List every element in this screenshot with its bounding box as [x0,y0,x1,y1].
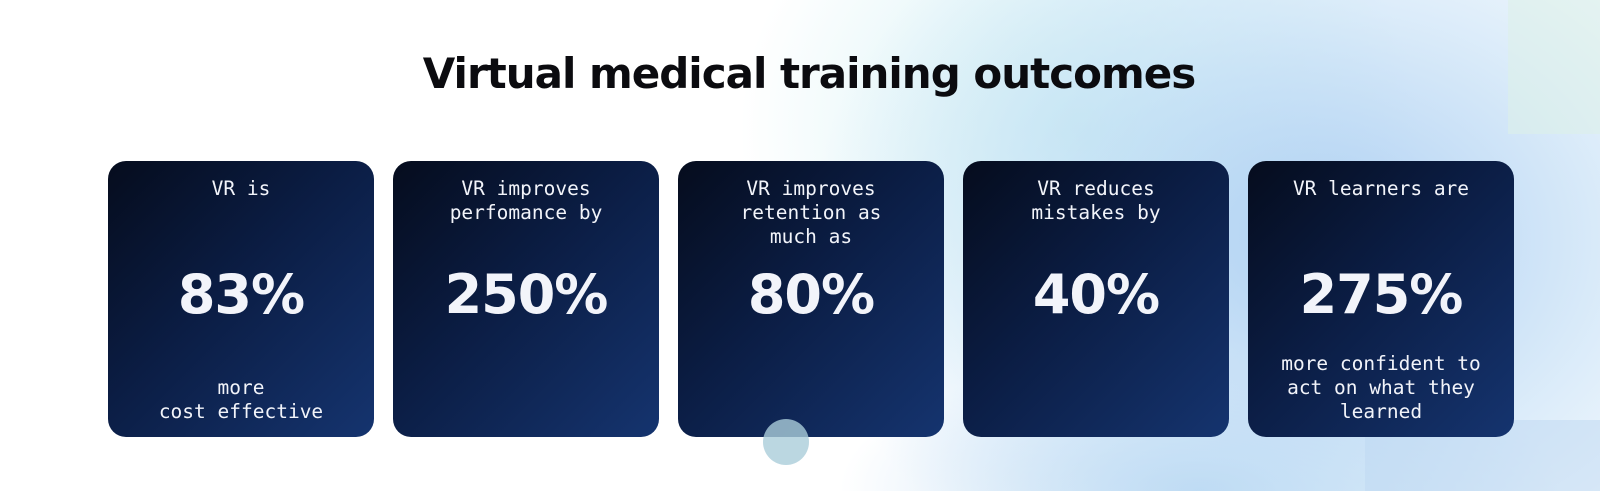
card-lead-text: VR improves perfomance by [449,177,603,224]
stat-card-cost: VR is 83% more cost effective [108,161,374,437]
cursor-indicator [763,419,809,465]
stat-card-mistakes: VR reduces mistakes by 40% [963,161,1229,437]
card-lead-text: VR learners are [1292,177,1470,200]
stat-card-performance: VR improves perfomance by 250% [393,161,659,437]
card-stat-value: 40% [1032,263,1160,326]
stat-card-confidence: VR learners are 275% more confident to a… [1248,161,1514,437]
card-trail-text: more confident to act on what they learn… [1281,352,1481,423]
card-stat-value: 250% [444,263,609,326]
card-trail-text: more cost effective [158,376,324,423]
page-title: Virtual medical training outcomes [422,49,1196,98]
stat-card-retention: VR improves retention as much as 80% [678,161,944,437]
card-lead-text: VR is [211,177,271,200]
card-stat-value: 80% [747,263,875,326]
card-lead-text: VR reduces mistakes by [1031,177,1161,224]
card-stat-value: 275% [1299,263,1464,326]
card-lead-text: VR improves retention as much as [740,177,882,248]
background-panel [1508,0,1600,134]
card-stat-value: 83% [177,263,305,326]
